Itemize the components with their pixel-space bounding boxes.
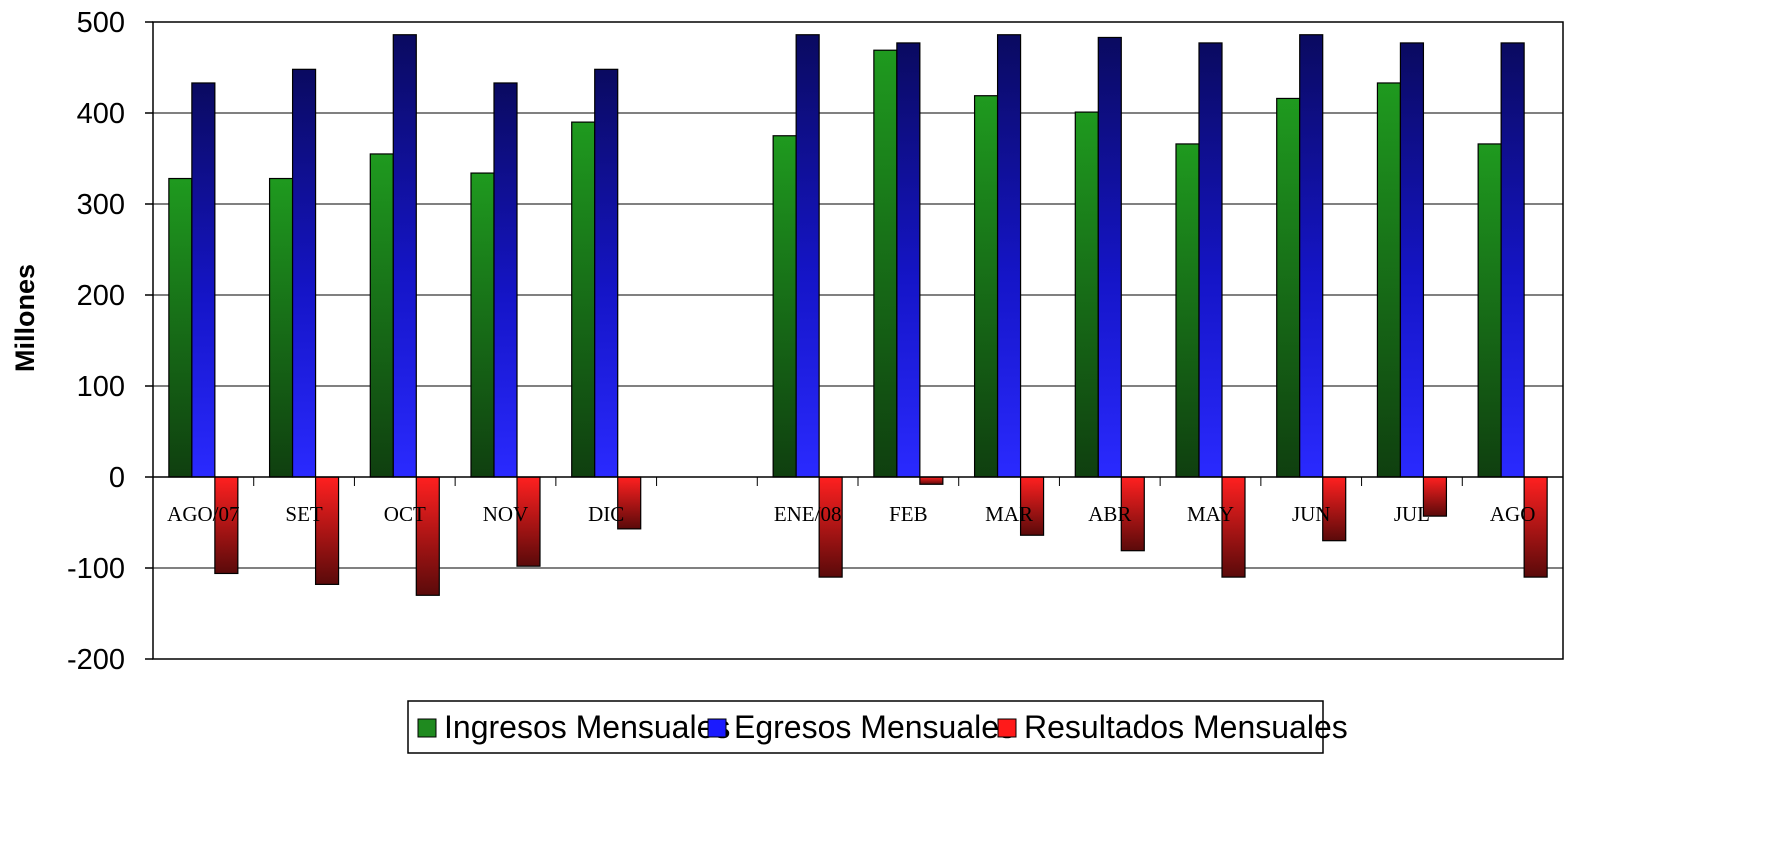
bar-egresos [594,68,619,478]
y-tick-label: -100 [67,553,125,585]
legend-label: Ingresos Mensuales [444,709,730,745]
y-tick-label: 300 [77,189,125,221]
bar-egresos [896,42,921,478]
x-tick-label: NOV [483,502,529,526]
legend: Ingresos Mensuales Egresos Mensuales Resul… [407,700,1348,754]
x-tick-label: ENE/08 [774,502,842,526]
bar-egresos [1500,42,1525,478]
y-tick-label: 100 [77,371,125,403]
x-tick-label: MAR [985,502,1033,526]
bar-resultados [314,476,340,585]
bar-egresos [1299,34,1324,478]
bar-ingresos [1175,143,1200,478]
bar-resultados [415,476,440,596]
y-tick-label: 0 [109,462,125,494]
x-tick-label: SET [285,502,323,526]
bar-egresos [996,34,1022,478]
bar-resultados [1523,476,1548,578]
bar-egresos [392,34,417,478]
legend-swatch [997,718,1017,738]
bar-resultados [818,476,843,578]
bar-ingresos [571,121,596,478]
bar-ingresos [1376,82,1402,478]
bar-ingresos [973,95,999,478]
x-tick-label: DIC [588,502,624,526]
bar-egresos [795,34,820,478]
bar-egresos [493,82,518,478]
bar-ingresos [1276,97,1301,478]
bar-egresos [1097,36,1122,478]
y-tick-label: 400 [77,98,125,130]
bar-ingresos [168,177,193,478]
legend-swatch [417,718,437,738]
x-tick-label: JUN [1292,502,1331,526]
bar-ingresos [268,177,294,478]
x-tick-label: AGO [1490,502,1536,526]
bar-ingresos [873,49,898,478]
bar-egresos [1198,42,1223,478]
x-tick-label: AGO/07 [167,502,239,526]
y-axis-label: Millones [10,264,40,372]
bar-egresos [1399,42,1425,478]
x-tick-label: JUL [1394,502,1430,526]
x-tick-label: FEB [889,502,928,526]
bar-ingresos [1477,143,1502,478]
legend-label: Resultados Mensuales [1024,709,1348,745]
bar-ingresos [369,153,394,478]
x-tick-label: OCT [384,502,426,526]
x-tick-label: ABR [1088,502,1131,526]
bar-resultados [919,476,944,485]
y-tick-label: 500 [77,7,125,39]
plot-area [152,21,1564,660]
bar-ingresos [772,135,797,478]
legend-swatch [707,718,727,738]
y-tick-label: -200 [67,644,125,676]
legend-box [407,700,1324,754]
bar-resultados [1221,476,1246,578]
x-tick-label: MAY [1187,502,1234,526]
y-tick-label: 200 [77,280,125,312]
bar-egresos [291,68,317,478]
legend-label: Egresos Mensuales [734,709,1015,745]
bar-egresos [191,82,216,478]
bar-ingresos [470,172,495,478]
bar-ingresos [1074,111,1099,478]
